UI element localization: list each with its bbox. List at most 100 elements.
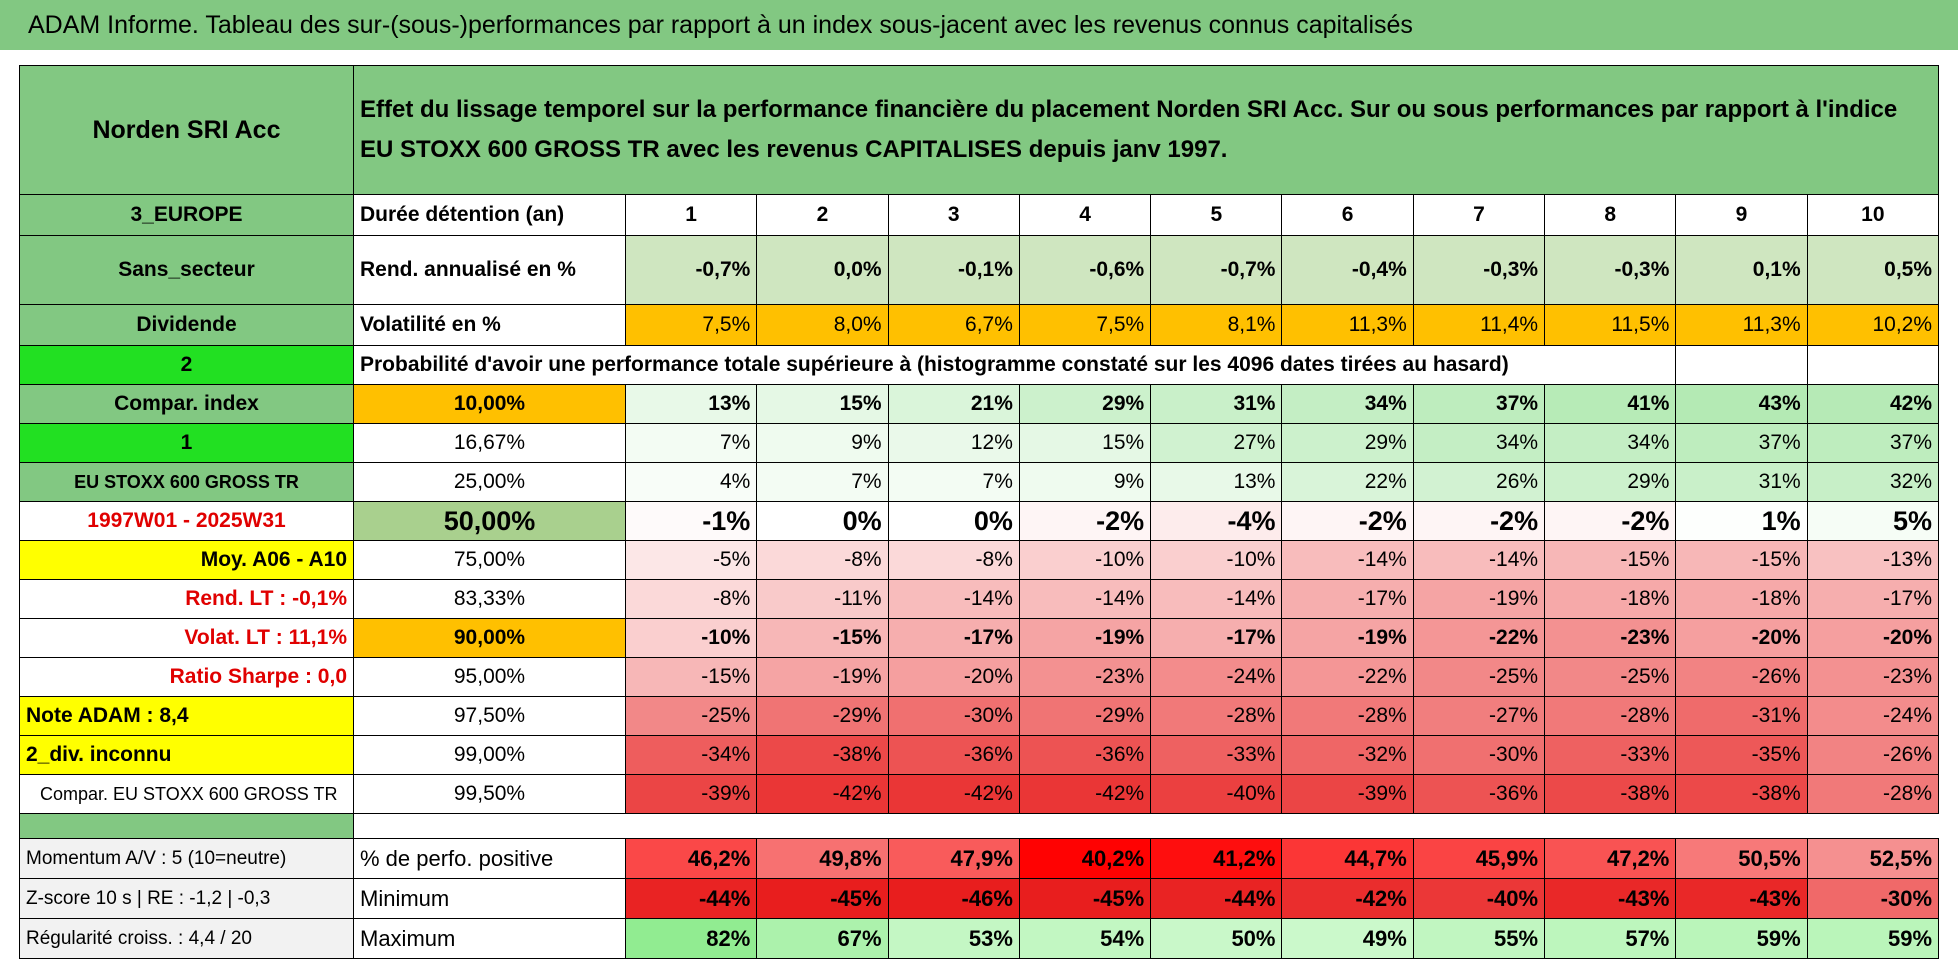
stats-row: Régularité croiss. : 4,4 / 20 Maximum 82% 6…: [19, 918, 1940, 959]
value-cell: 0,5%: [1806, 235, 1940, 305]
stats-value: 54%: [1018, 918, 1152, 959]
stats-value: 44,7%: [1281, 838, 1414, 879]
value-cell: 41%: [1544, 384, 1677, 424]
stats-row: Momentum A/V : 5 (10=neutre)% de perfo. …: [19, 838, 1940, 879]
value-cell: -42%: [756, 774, 889, 814]
table-row: Sans_secteur Rend. annualisé en % -0,7% 0,0…: [19, 235, 1940, 305]
value-cell: -5%: [624, 540, 758, 580]
value-cell: -8%: [756, 540, 889, 580]
header-row: Norden SRI Acc Effet du lissage temporel…: [19, 65, 1940, 195]
value-cell: -20%: [1675, 618, 1808, 658]
value-cell: 29%: [1018, 384, 1152, 424]
value-cell: 13%: [624, 384, 758, 424]
value-cell: -36%: [1018, 735, 1152, 775]
page-title: ADAM Informe. Tableau des sur-(sous-)per…: [0, 0, 1958, 50]
value-cell: -8%: [887, 540, 1020, 580]
value-cell: -2%: [1281, 501, 1414, 541]
value-cell: -8%: [624, 579, 758, 619]
value-cell: 15%: [756, 384, 889, 424]
stats-value: -40%: [1412, 878, 1546, 919]
value-cell: -14%: [887, 579, 1020, 619]
value-cell: -39%: [1281, 774, 1414, 814]
row-header: 75,00%: [353, 540, 626, 580]
value-cell: -29%: [756, 696, 889, 736]
spacer-row: [19, 813, 1939, 839]
stats-label: Z-score 10 s | RE : -1,2 | -0,3: [19, 878, 354, 919]
value-cell: 5: [1150, 194, 1283, 236]
value-cell: -17%: [1150, 618, 1283, 658]
value-cell: 0%: [887, 501, 1020, 541]
value-cell: 29%: [1281, 423, 1414, 463]
value-cell: -32%: [1281, 735, 1414, 775]
fund-name: Norden SRI Acc: [19, 65, 354, 195]
value-cell: -29%: [1018, 696, 1152, 736]
value-cell: 11,4%: [1412, 304, 1546, 346]
value-cell: 10: [1806, 194, 1940, 236]
value-cell: -28%: [1544, 696, 1677, 736]
stats-value: 50,5%: [1675, 838, 1808, 879]
value-cell: -22%: [1281, 657, 1414, 697]
value-cell: -35%: [1675, 735, 1808, 775]
value-cell: -22%: [1412, 618, 1546, 658]
value-cell: 29%: [1544, 462, 1677, 502]
row-label: Ratio Sharpe : 0,0: [19, 657, 354, 697]
value-cell: 5%: [1806, 501, 1940, 541]
value-cell: -28%: [1806, 774, 1940, 814]
value-cell: -19%: [1018, 618, 1152, 658]
value-cell: 11,3%: [1281, 304, 1414, 346]
table-row: Dividende Volatilité en % 7,5% 8,0% 6,7% 7,5%…: [19, 304, 1940, 346]
table-row: Volat. LT : 11,1% 90,00% -10% -15% -17% -19% -…: [19, 618, 1940, 658]
value-cell: -18%: [1544, 579, 1677, 619]
value-cell: -2%: [1018, 501, 1152, 541]
value-cell: -30%: [887, 696, 1020, 736]
value-cell: 31%: [1675, 462, 1808, 502]
stats-value: 82%: [624, 918, 758, 959]
value-cell: 7%: [756, 462, 889, 502]
row-header: 95,00%: [353, 657, 626, 697]
value-cell: -10%: [1150, 540, 1283, 580]
value-cell: -23%: [1018, 657, 1152, 697]
table-row: 1 16,67% 7% 9% 12% 15% 27% 29% 34% 34% 37% 37%: [19, 423, 1940, 463]
stats-value: 67%: [756, 918, 889, 959]
value-cell: 34%: [1544, 423, 1677, 463]
row-label: Rend. LT : -0,1%: [19, 579, 354, 619]
row-label: Compar. index: [19, 384, 354, 424]
stats-value: 47,2%: [1544, 838, 1677, 879]
value-cell: 27%: [1150, 423, 1283, 463]
value-cell: 37%: [1675, 423, 1808, 463]
value-cell: 7,5%: [624, 304, 758, 346]
value-cell: -24%: [1806, 696, 1940, 736]
value-cell: -10%: [1018, 540, 1152, 580]
value-cell: 32%: [1806, 462, 1940, 502]
value-cell: -27%: [1412, 696, 1546, 736]
value-cell: 11,3%: [1675, 304, 1808, 346]
stats-row: Z-score 10 s | RE : -1,2 | -0,3 Minimum -4…: [19, 878, 1940, 919]
stats-value: -43%: [1675, 878, 1808, 919]
value-cell: -0,7%: [1150, 235, 1283, 305]
value-cell: 6: [1281, 194, 1414, 236]
value-cell: -25%: [624, 696, 758, 736]
stats-label: Momentum A/V : 5 (10=neutre): [19, 838, 354, 879]
stats-value: -45%: [1018, 878, 1152, 919]
row-header: 97,50%: [353, 696, 626, 736]
row-header: 50,00%: [353, 501, 626, 541]
value-cell: -24%: [1150, 657, 1283, 697]
value-cell: -33%: [1544, 735, 1677, 775]
value-cell: -15%: [1675, 540, 1808, 580]
row-label: Note ADAM : 8,4: [19, 696, 354, 736]
value-cell: -15%: [624, 657, 758, 697]
value-cell: -36%: [1412, 774, 1546, 814]
row-label: 1: [19, 423, 354, 463]
value-cell: -30%: [1412, 735, 1546, 775]
stats-header: Maximum: [353, 918, 626, 959]
row-header: 99,00%: [353, 735, 626, 775]
table-row: Ratio Sharpe : 0,0 95,00% -15% -19% -20% -23%…: [19, 657, 1940, 697]
value-cell: -18%: [1675, 579, 1808, 619]
value-cell: 37%: [1412, 384, 1546, 424]
row-label: Compar. EU STOXX 600 GROSS TR: [19, 774, 354, 814]
stats-value: -44%: [1150, 878, 1283, 919]
stats-header: % de perfo. positive: [353, 838, 626, 879]
value-cell: 8: [1544, 194, 1677, 236]
value-cell: -14%: [1412, 540, 1546, 580]
row-header: 10,00%: [353, 384, 626, 424]
